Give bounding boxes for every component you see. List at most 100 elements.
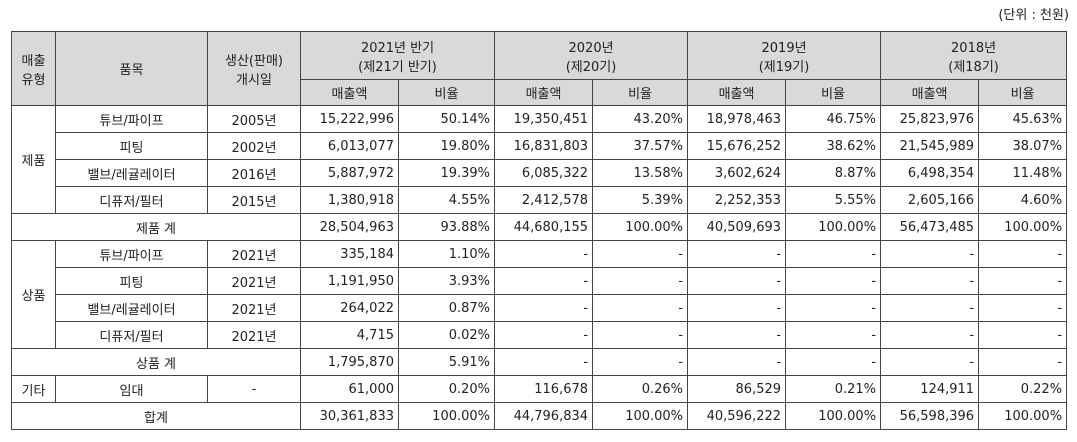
sales-cell: - (494, 321, 594, 349)
ratio-cell: 5.55% (785, 186, 882, 214)
ratio-cell: 0.20% (397, 375, 496, 403)
item-cell: 임대 (55, 375, 208, 403)
item-cell: 피팅 (55, 267, 208, 295)
item-cell: 밸브/레귤레이터 (55, 159, 208, 187)
sales-cell: 86,529 (687, 375, 787, 403)
header-year-2018: 2018년 (제18기) (880, 31, 1068, 80)
table-row: 피팅 2021년 1,191,950 3.93% - - - - - - (12, 267, 1068, 295)
sales-cell: 2,252,353 (687, 186, 787, 214)
sales-cell: 6,498,354 (880, 159, 980, 187)
sales-cell: 40,509,693 (687, 213, 787, 241)
ratio-cell: - (978, 240, 1068, 268)
ratio-cell: - (978, 267, 1068, 295)
sales-cell: 30,361,833 (300, 402, 399, 430)
item-cell: 튜브/파이프 (55, 105, 208, 133)
start-date-cell: 2015년 (207, 186, 301, 214)
ratio-cell: 4.60% (978, 186, 1068, 214)
ratio-cell: 5.39% (592, 186, 689, 214)
sales-cell: 3,602,624 (687, 159, 787, 187)
header-year-2021h1: 2021년 반기 (제21기 반기) (299, 31, 496, 80)
ratio-cell: - (592, 321, 689, 349)
header-sales: 매출액 (300, 79, 399, 106)
sales-cell: - (494, 294, 594, 322)
header-ratio: 비율 (978, 79, 1068, 106)
table-row: 디퓨저/필터 2015년 1,380,918 4.55% 2,412,578 5.39% 2… (12, 186, 1068, 214)
ratio-cell: 50.14% (397, 105, 496, 133)
ratio-cell: 100.00% (978, 402, 1068, 430)
header-sales: 매출액 (494, 79, 594, 106)
header-year-2020: 2020년 (제20기) (494, 31, 689, 80)
ratio-cell: - (785, 321, 882, 349)
ratio-cell: - (785, 240, 882, 268)
sales-cell: 44,680,155 (494, 213, 594, 241)
subtotal-row: 상품 계 1,795,870 5.91% - - - - - - (11, 348, 1068, 376)
other-row: 기타 임대 -61,000 0.20% 116,678 0.26% 86,529 0.21% 1… (11, 375, 1068, 403)
start-date-cell: 2016년 (207, 159, 301, 187)
sales-cell: 15,676,252 (687, 132, 787, 160)
ratio-cell: 5.91% (397, 348, 496, 376)
start-date-cell: 2021년 (207, 321, 301, 349)
ratio-cell: 100.00% (785, 402, 882, 430)
sales-cell: - (687, 294, 787, 322)
start-date-cell: 2021년 (207, 267, 301, 295)
ratio-cell: 100.00% (592, 213, 689, 241)
ratio-cell: 45.63% (978, 105, 1068, 133)
sales-cell: - (494, 267, 594, 295)
ratio-cell: - (978, 321, 1068, 349)
ratio-cell: 0.87% (397, 294, 496, 322)
ratio-cell: 0.22% (978, 375, 1068, 403)
ratio-cell: 38.62% (785, 132, 882, 160)
sales-cell: - (494, 348, 594, 376)
item-cell: 밸브/레귤레이터 (55, 294, 208, 322)
ratio-cell: 3.93% (397, 267, 496, 295)
ratio-cell: 1.10% (397, 240, 496, 268)
header-ratio: 비율 (785, 79, 882, 106)
total-row: 합계 30,361,833 100.00% 44,796,834 100.00% 40,5… (11, 402, 1068, 430)
header-item: 품목 (55, 31, 208, 106)
start-date-cell: - (207, 375, 301, 403)
sales-cell: 40,596,222 (687, 402, 787, 430)
item-cell: 디퓨저/필터 (55, 186, 208, 214)
sales-cell: - (880, 240, 980, 268)
header-ratio: 비율 (397, 79, 496, 106)
ratio-cell: 100.00% (592, 402, 689, 430)
ratio-cell: - (592, 240, 689, 268)
ratio-cell: 13.58% (592, 159, 689, 187)
ratio-cell: 38.07% (978, 132, 1068, 160)
sales-cell: 18,978,463 (687, 105, 787, 133)
ratio-cell: - (978, 294, 1068, 322)
sales-cell: 2,412,578 (494, 186, 594, 214)
subtotal-label: 제품 계 (11, 213, 301, 241)
sales-cell: 335,184 (300, 240, 399, 268)
sales-cell: - (687, 267, 787, 295)
start-date-cell: 2002년 (207, 132, 301, 160)
table-row: 밸브/레귤레이터 2021년 264,022 0.87% - - - - - - (12, 294, 1068, 322)
sales-cell: 2,605,166 (880, 186, 980, 214)
sales-cell: 116,678 (494, 375, 594, 403)
sales-cell: 5,887,972 (300, 159, 399, 187)
sales-cell: 19,350,451 (494, 105, 594, 133)
sales-cell: 1,795,870 (300, 348, 399, 376)
sales-cell: - (687, 348, 787, 376)
sales-cell: 6,013,077 (300, 132, 399, 160)
ratio-cell: 0.02% (397, 321, 496, 349)
sales-cell: - (880, 348, 980, 376)
ratio-cell: 100.00% (978, 213, 1068, 241)
ratio-cell: 0.21% (785, 375, 882, 403)
item-cell: 디퓨저/필터 (55, 321, 208, 349)
sales-cell: 44,796,834 (494, 402, 594, 430)
table-row: 피팅 2002년 6,013,077 19.80% 16,831,803 37.57% 15… (12, 132, 1068, 160)
sales-cell: 4,715 (300, 321, 399, 349)
header-sales: 매출액 (687, 79, 787, 106)
item-cell: 튜브/파이프 (55, 240, 208, 268)
table-row: 상품 튜브/파이프 2021년 335,184 1.10% - - - - - - (11, 240, 1068, 349)
subtotal-row: 제품 계 28,504,963 93.88% 44,680,155 100.00% 40,… (11, 213, 1068, 241)
ratio-cell: - (592, 267, 689, 295)
table-row: 밸브/레귤레이터 2016년 5,887,972 19.39% 6,085,322 13.… (12, 159, 1068, 187)
ratio-cell: 93.88% (397, 213, 496, 241)
sales-cell: 28,504,963 (300, 213, 399, 241)
ratio-cell: 100.00% (785, 213, 882, 241)
sales-cell: - (687, 240, 787, 268)
sales-cell: 16,831,803 (494, 132, 594, 160)
sales-type-cell: 제품 (11, 105, 56, 214)
